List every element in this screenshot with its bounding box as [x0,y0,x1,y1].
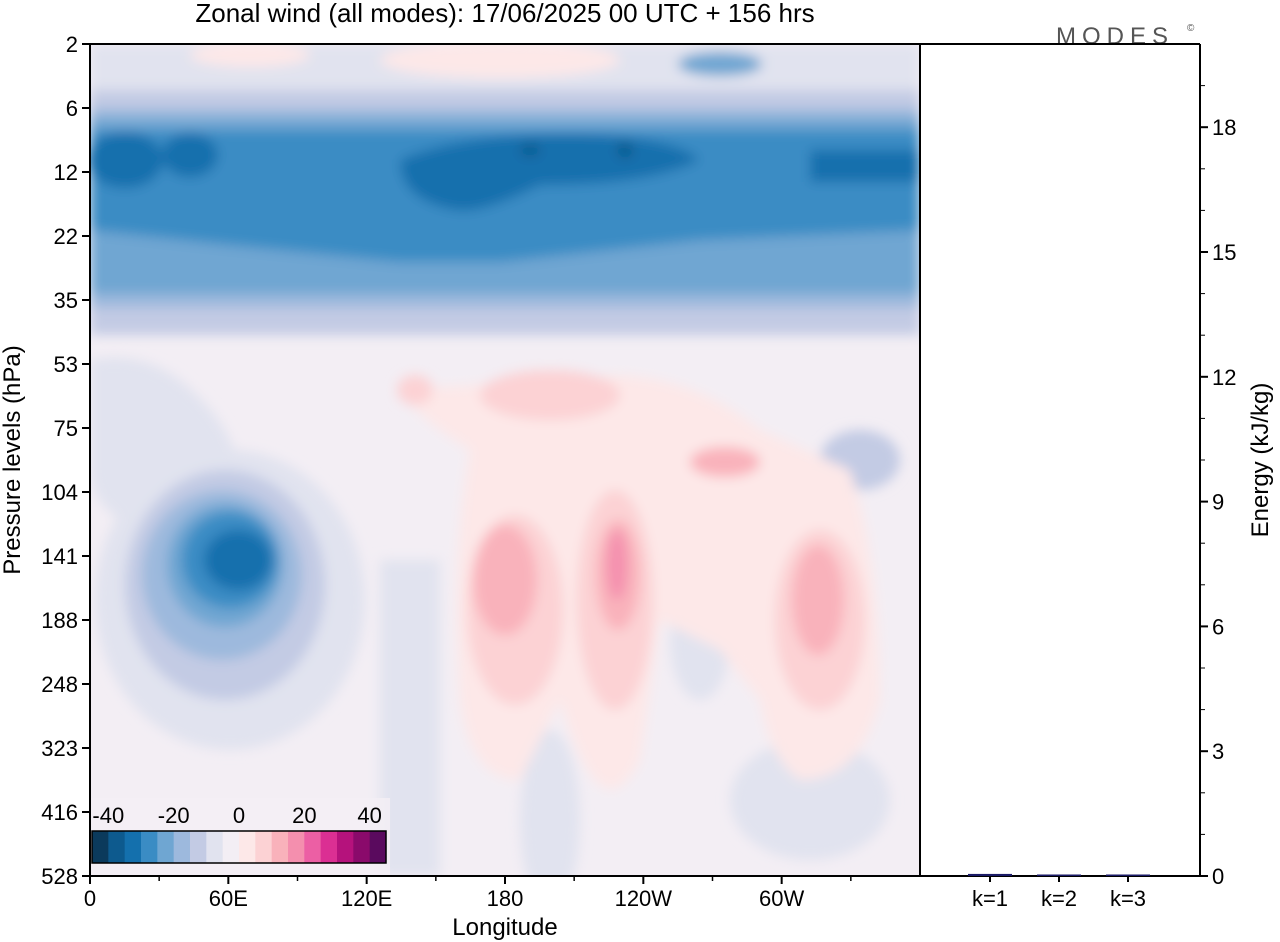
x-tick-label: 60E [209,886,248,911]
x-tick-label: 0 [84,886,96,911]
colorbar-frame [91,830,387,864]
y-tick-label: 188 [41,608,78,633]
energy-bar [1037,874,1081,876]
x-axis-label: Longitude [452,914,557,941]
colorbar-swatch [173,831,191,863]
colorbar-swatch [108,831,126,863]
x-axis: 0 60E 120E 180 120W 60W [84,876,852,911]
energy-tick-label: 3 [1212,739,1224,764]
y-tick-label: 141 [41,544,78,569]
stratosphere-layer [90,44,920,335]
colorbar-swatch [239,831,256,863]
troposphere-layer [90,357,900,876]
colorbar-tick-label: -40 [92,803,124,828]
y-tick-label: 248 [41,672,78,697]
colorbar-swatch [124,831,142,863]
energy-bar-label: k=3 [1110,886,1146,911]
colorbar-swatch [304,831,322,863]
y-tick-label: 12 [54,160,78,185]
colorbar-swatch [337,831,354,863]
energy-tick-label: 15 [1212,240,1236,265]
y-tick-label: 323 [41,736,78,761]
colorbar-swatch [369,831,387,863]
y-tick-label: 528 [41,864,78,889]
energy-tick-label: 12 [1212,365,1236,390]
y-tick-label: 35 [54,288,78,313]
y-axis: 2 6 12 22 35 53 75 104 141 188 248 323 416 528 [41,32,90,889]
logo-mark: © [1187,23,1195,34]
y-axis-label: Pressure levels (hPa) [0,345,26,574]
energy-bar [1106,874,1150,876]
energy-y-axis: 0 3 6 9 12 15 18 [1200,85,1236,889]
x-tick-label: 120W [615,886,673,911]
energy-bar-label: k=2 [1041,886,1077,911]
chart-title: Zonal wind (all modes): 17/06/2025 00 UT… [195,0,814,28]
energy-tick-label: 6 [1212,614,1224,639]
energy-bar [968,873,1012,876]
colorbar-swatch [206,831,224,863]
y-tick-label: 75 [54,416,78,441]
colorbar: -40 -20 0 20 40 [90,798,390,876]
x-tick-label: 60W [759,886,804,911]
colorbar-swatch [157,831,175,863]
colorbar-swatch [320,831,338,863]
colorbar-tick-label: 0 [233,803,245,828]
colorbar-swatch [92,831,109,863]
y-tick-label: 22 [54,224,78,249]
energy-tick-label: 0 [1212,864,1224,889]
x-tick-label: 120E [341,886,392,911]
colorbar-swatch [141,831,158,863]
colorbar-swatch [271,831,289,863]
y-tick-label: 104 [41,480,78,505]
colorbar-swatch [222,831,240,863]
colorbar-tick-label: 20 [292,803,316,828]
logo-text: MODES [1056,23,1174,50]
modes-logo: MODES © [1056,23,1195,50]
energy-tick-label: 9 [1212,490,1224,515]
colorbar-tick-label: -20 [158,803,190,828]
y-tick-label: 416 [41,800,78,825]
energy-axis-label: Energy (kJ/kg) [1247,383,1274,538]
y-tick-label: 2 [66,32,78,57]
colorbar-swatch [288,831,305,863]
colorbar-tick-label: 40 [357,803,381,828]
colorbar-swatch [353,831,371,863]
colorbar-swatch [190,831,207,863]
energy-bars: k=1 k=2 k=3 [968,873,1150,911]
energy-bar-label: k=1 [972,886,1008,911]
y-tick-label: 53 [54,352,78,377]
energy-tick-label: 18 [1212,115,1236,140]
x-tick-label: 180 [487,886,524,911]
colorbar-swatch [255,831,273,863]
energy-panel [919,43,1201,877]
y-tick-label: 6 [66,96,78,121]
wind-field [90,44,920,876]
